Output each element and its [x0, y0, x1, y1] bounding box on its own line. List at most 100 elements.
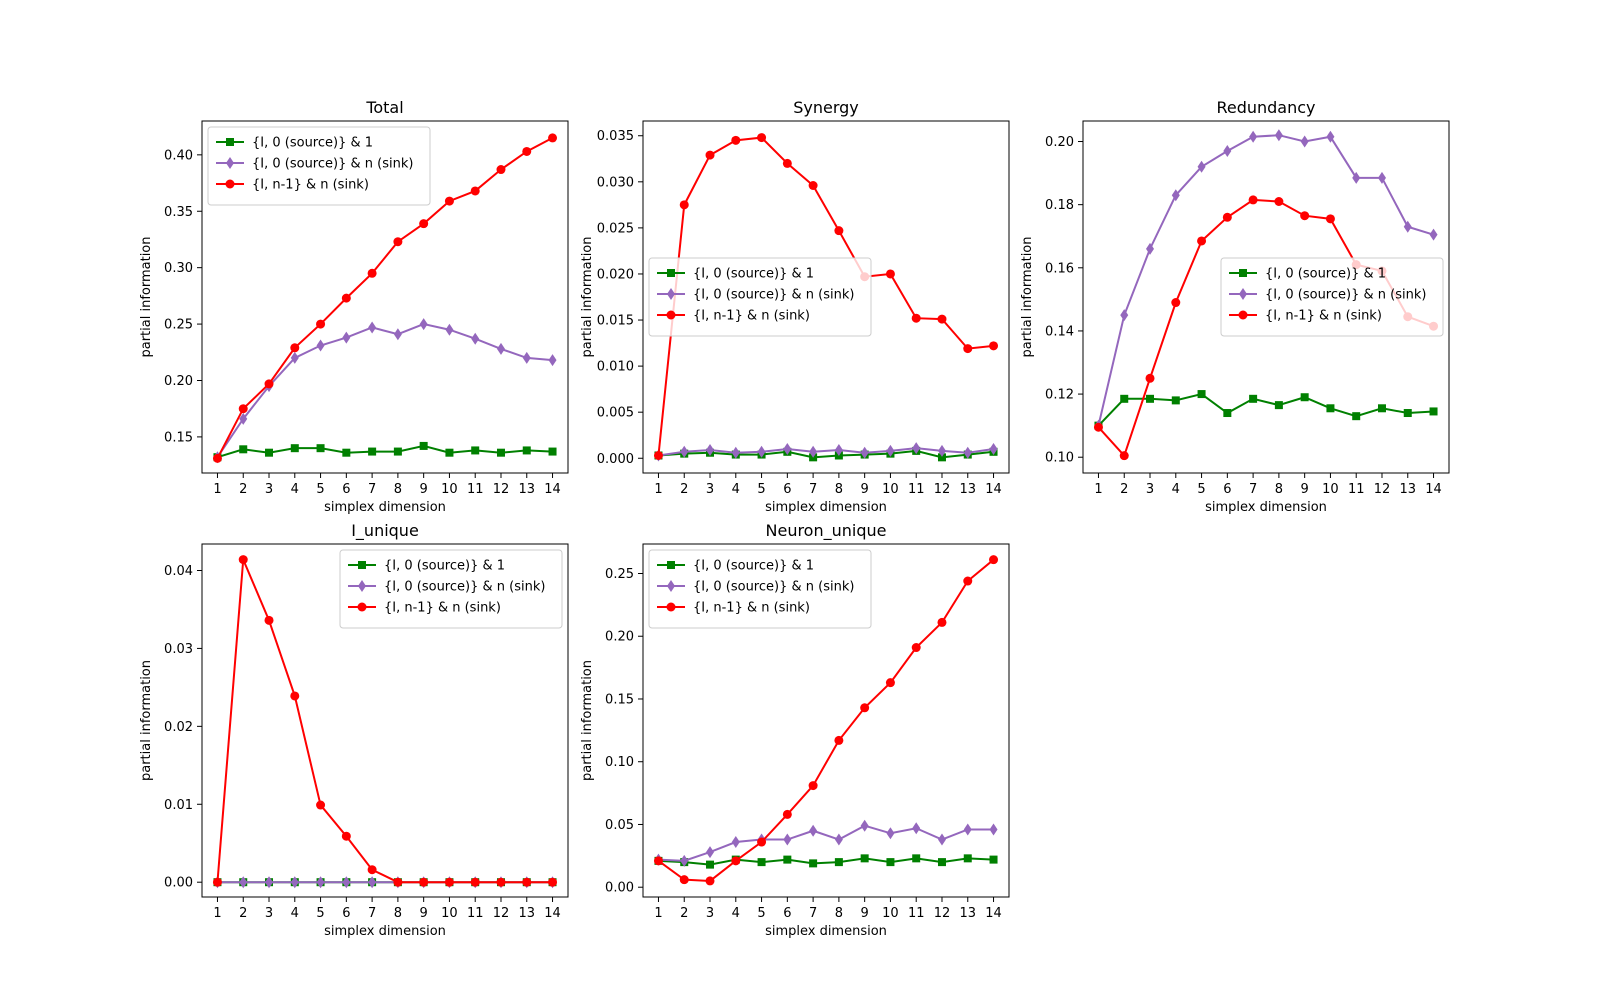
data-point	[1249, 394, 1258, 403]
legend: {I, 0 (source)} & 1 {I, 0 (source)} & n (…	[339, 549, 563, 629]
x-tick-label: 5	[316, 482, 324, 497]
data-point	[1223, 409, 1232, 418]
data-point	[1300, 211, 1310, 221]
data-point	[860, 446, 869, 459]
data-point	[1145, 373, 1155, 383]
x-tick-label: 8	[1275, 482, 1283, 497]
x-tick-label: 2	[680, 482, 688, 497]
legend-entry: {I, 0 (source)} & n (sink)	[252, 157, 413, 172]
x-tick-label: 12	[493, 482, 510, 497]
x-tick-label: 10	[441, 906, 458, 921]
series-line	[658, 447, 994, 457]
data-point	[393, 328, 402, 341]
data-point	[653, 856, 663, 866]
x-tick-label: 6	[1223, 482, 1231, 497]
data-point	[290, 876, 299, 889]
y-axis-label: partial information	[1020, 236, 1035, 357]
data-point	[808, 781, 818, 791]
x-tick-label: 3	[706, 482, 714, 497]
x-tick-label: 1	[213, 482, 221, 497]
data-point	[1171, 298, 1181, 308]
chart-title: Total	[365, 98, 403, 117]
data-point	[1429, 407, 1438, 416]
data-point	[834, 226, 844, 236]
x-tick-label: 11	[467, 482, 484, 497]
data-point	[316, 339, 325, 352]
y-tick-label: 0.03	[164, 642, 193, 657]
y-tick-label: 0.020	[597, 267, 634, 282]
x-tick-label: 8	[394, 482, 402, 497]
series-line	[216, 137, 554, 459]
x-tick-label: 2	[1120, 482, 1128, 497]
data-point	[782, 809, 792, 819]
x-tick-label: 12	[493, 906, 510, 921]
y-tick-label: 0.35	[164, 205, 193, 220]
data-point	[212, 453, 222, 463]
x-tick-label: 6	[783, 906, 791, 921]
x-tick-label: 4	[291, 906, 299, 921]
chart-title: Neuron_unique	[766, 521, 887, 541]
data-point	[963, 576, 973, 586]
legend: {I, 0 (source)} & 1 {I, 0 (source)} & n (…	[1220, 257, 1444, 337]
legend-box	[339, 549, 563, 629]
data-point	[419, 318, 428, 331]
data-point	[496, 165, 506, 175]
data-point	[680, 445, 689, 458]
x-tick-label: 10	[1322, 482, 1339, 497]
legend: {I, 0 (source)} & 1 {I, 0 (source)} & n (…	[648, 549, 872, 629]
data-point	[834, 833, 843, 846]
data-point	[1429, 228, 1438, 241]
data-point	[342, 448, 351, 457]
data-point	[706, 443, 715, 456]
data-point	[341, 831, 351, 841]
data-point	[1274, 129, 1283, 142]
data-point	[239, 876, 248, 889]
data-point	[1120, 309, 1129, 322]
data-point	[1377, 404, 1386, 413]
x-tick-label: 3	[1146, 482, 1154, 497]
x-tick-label: 3	[265, 906, 273, 921]
series-0	[213, 441, 557, 462]
x-axis-label: simplex dimension	[1205, 500, 1327, 515]
data-point	[1146, 242, 1155, 255]
x-tick-label: 13	[1399, 482, 1416, 497]
x-tick-label: 9	[861, 482, 869, 497]
series-2	[212, 133, 558, 463]
legend-entry: {I, 0 (source)} & n (sink)	[693, 288, 854, 303]
data-point	[238, 404, 248, 414]
data-point	[1326, 130, 1335, 143]
y-tick-label: 0.02	[164, 720, 193, 735]
y-tick-label: 0.20	[605, 630, 634, 645]
legend-entry: {I, n-1} & n (sink)	[384, 601, 501, 616]
x-tick-label: 12	[1374, 482, 1391, 497]
data-point	[1274, 401, 1283, 410]
data-point	[834, 443, 843, 456]
data-point	[731, 135, 741, 145]
legend-entry: {I, 0 (source)} & n (sink)	[384, 580, 545, 595]
legend-entry: {I, 0 (source)} & 1	[252, 136, 373, 151]
x-tick-label: 8	[835, 906, 843, 921]
legend: {I, 0 (source)} & 1 {I, 0 (source)} & n (…	[207, 126, 431, 206]
data-point	[342, 876, 351, 889]
data-point	[1093, 422, 1103, 432]
data-point	[963, 823, 972, 836]
y-tick-label: 0.20	[164, 374, 193, 389]
series-2	[653, 133, 999, 460]
x-tick-label: 8	[394, 906, 402, 921]
data-point	[419, 441, 428, 450]
x-tick-label: 5	[757, 906, 765, 921]
x-tick-label: 5	[316, 906, 324, 921]
legend-marker	[667, 561, 675, 569]
y-tick-label: 0.005	[597, 406, 634, 421]
legend-entry: {I, n-1} & n (sink)	[1265, 309, 1382, 324]
x-tick-label: 7	[368, 906, 376, 921]
x-tick-label: 9	[420, 482, 428, 497]
y-tick-label: 0.030	[597, 175, 634, 190]
data-point	[316, 800, 326, 810]
series-line	[1097, 134, 1434, 426]
data-point	[1223, 144, 1232, 157]
data-point	[444, 877, 454, 887]
data-point	[731, 446, 740, 459]
